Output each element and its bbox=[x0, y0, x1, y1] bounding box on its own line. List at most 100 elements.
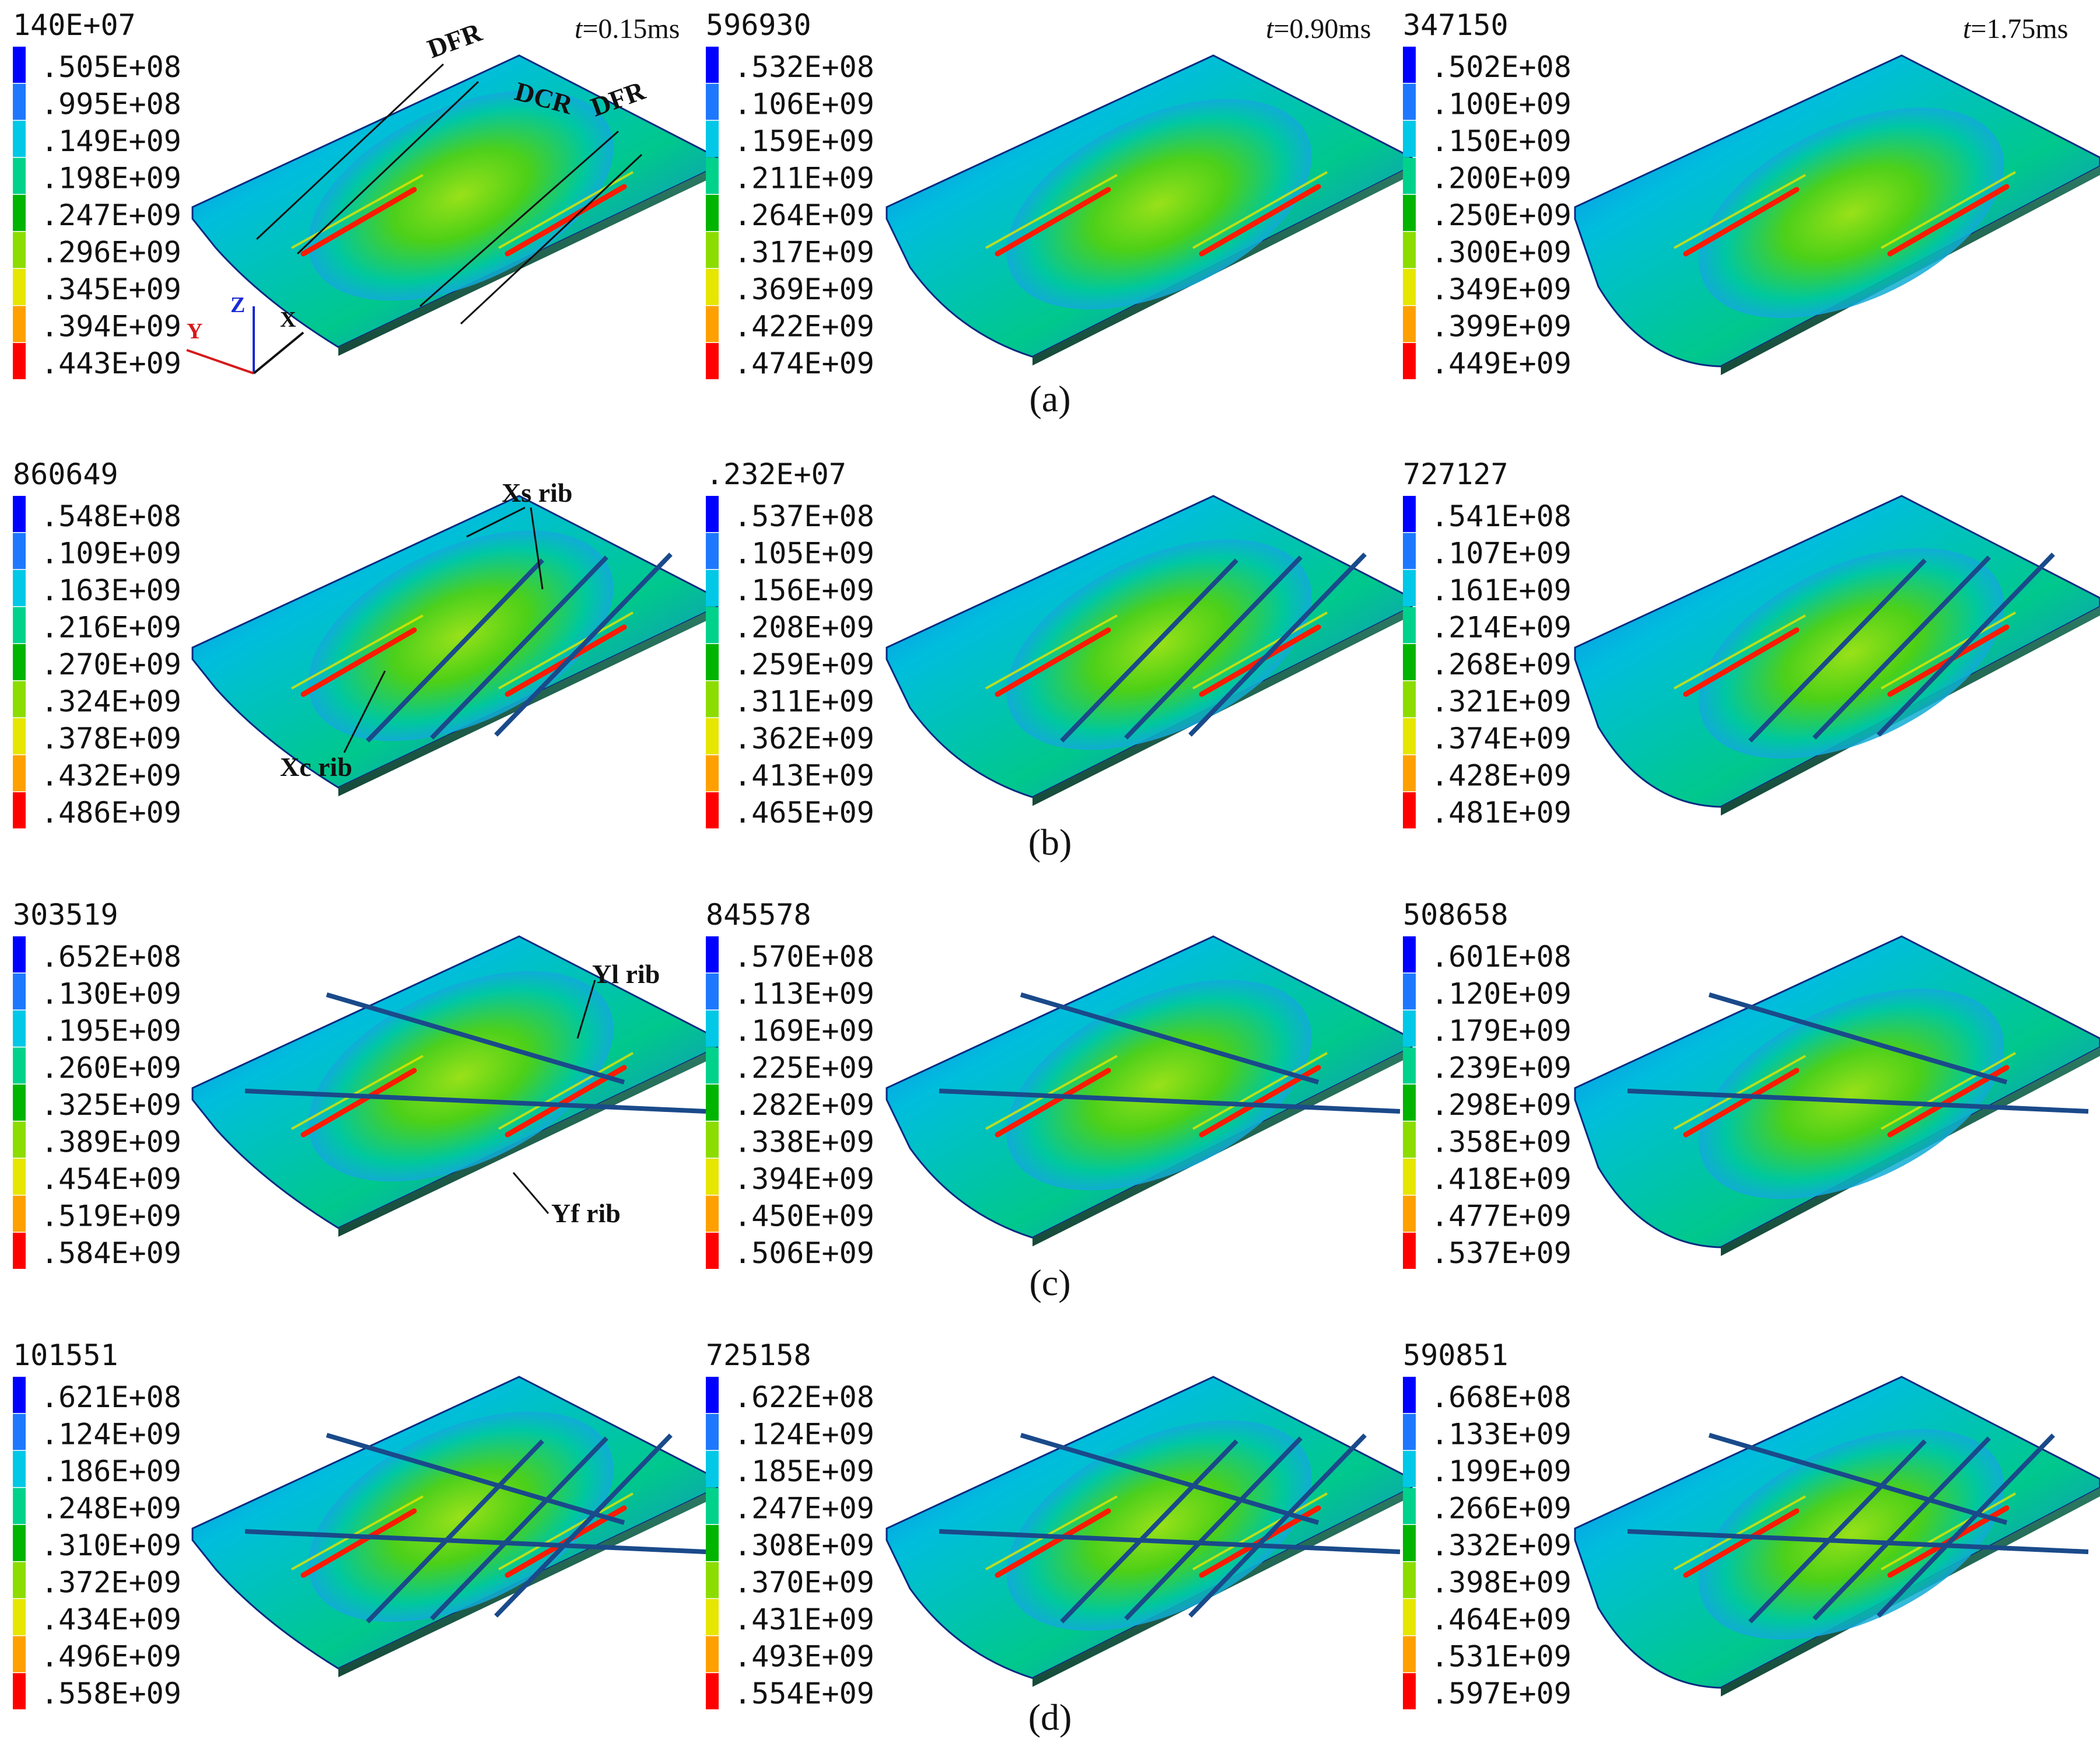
rib-x bbox=[1877, 1433, 2055, 1618]
legend-swatch bbox=[706, 1121, 719, 1158]
legend-value: .211E+09 bbox=[734, 162, 874, 195]
stress-band-halo bbox=[1881, 1052, 2016, 1130]
axis-y bbox=[186, 349, 254, 375]
legend-swatch bbox=[13, 1195, 26, 1232]
stress-region bbox=[308, 530, 614, 741]
legend-swatch bbox=[13, 1414, 26, 1450]
stress-band bbox=[1683, 1508, 1800, 1578]
fe-plate bbox=[886, 54, 1413, 366]
legend-swatch bbox=[13, 533, 26, 569]
legend-swatch bbox=[1403, 1636, 1416, 1673]
fe-plate bbox=[1574, 54, 2100, 375]
legend-value: .250E+09 bbox=[1431, 198, 1572, 232]
legend-value: .149E+09 bbox=[41, 124, 181, 158]
legend-value: .247E+09 bbox=[734, 1492, 874, 1526]
legend-value: .394E+09 bbox=[41, 310, 181, 344]
panel-1-3: 347150 .502E+08 .100E+09.150E+09 .200E+09.2… bbox=[1403, 8, 2100, 380]
fe-plate bbox=[1574, 495, 2100, 816]
leader-line bbox=[296, 81, 480, 255]
stress-band bbox=[300, 1068, 417, 1138]
legend-swatch bbox=[706, 607, 719, 643]
legend-value: .399E+09 bbox=[1431, 310, 1572, 344]
label-yl-rib: Yl rib bbox=[592, 959, 660, 989]
legend-value: .199E+09 bbox=[1431, 1454, 1572, 1488]
legend-swatch bbox=[1403, 47, 1416, 83]
stress-region bbox=[308, 971, 614, 1182]
legend-value: .431E+09 bbox=[734, 1603, 874, 1636]
legend-swatch bbox=[13, 232, 26, 268]
legend-value: .338E+09 bbox=[734, 1125, 874, 1159]
row-label: (c) bbox=[1029, 1262, 1070, 1303]
legend-value: .185E+09 bbox=[734, 1454, 874, 1488]
legend-value: .195E+09 bbox=[41, 1014, 181, 1048]
stress-band bbox=[995, 627, 1111, 697]
legend-swatch bbox=[1403, 1233, 1416, 1269]
legend-value: .413E+09 bbox=[734, 759, 874, 793]
legend-min-value: .232E+07 bbox=[706, 457, 846, 491]
legend-swatch bbox=[706, 195, 719, 231]
stress-band bbox=[505, 184, 627, 257]
stress-region bbox=[1699, 548, 2004, 759]
leader-line bbox=[530, 507, 544, 590]
panel-2-1: 860649 .548E+08 .109E+09.163E+09 .216E+09.2… bbox=[13, 457, 719, 830]
legend-value: .298E+09 bbox=[1431, 1088, 1572, 1122]
legend: 140E+07 .505E+08 .995E+08.149E+09 .198E+09.… bbox=[13, 8, 181, 380]
legend-swatch bbox=[13, 1233, 26, 1269]
legend: 860649 .548E+08 .109E+09.163E+09 .216E+09.2… bbox=[13, 457, 181, 830]
legend-swatch bbox=[706, 1673, 719, 1709]
legend-value: .597E+09 bbox=[1431, 1677, 1572, 1710]
legend-swatch bbox=[1403, 158, 1416, 194]
legend-value: .300E+09 bbox=[1431, 236, 1572, 270]
stress-region bbox=[1699, 988, 2004, 1199]
legend-value: .296E+09 bbox=[41, 236, 181, 270]
label-xc-rib: Xc rib bbox=[280, 752, 352, 782]
legend-swatch bbox=[13, 792, 26, 828]
time-symbol: t bbox=[1963, 13, 1972, 44]
legend-min-value: 590851 bbox=[1403, 1338, 1508, 1372]
legend-value: .156E+09 bbox=[734, 573, 874, 607]
legend-value: .282E+09 bbox=[734, 1088, 874, 1122]
legend-value: .216E+09 bbox=[41, 611, 181, 645]
rib-y bbox=[326, 992, 625, 1085]
rib-y bbox=[1708, 992, 2008, 1085]
legend-swatch bbox=[13, 570, 26, 606]
stress-band bbox=[1199, 184, 1321, 257]
stress-band-halo bbox=[985, 174, 1118, 249]
stress-band-halo bbox=[1674, 1055, 1806, 1130]
stress-band bbox=[995, 187, 1111, 257]
panel-1-1: 140E+07 .505E+08 .995E+08.149E+09 .198E+09.… bbox=[13, 8, 719, 380]
rib-x bbox=[430, 1436, 608, 1621]
stress-band-halo bbox=[1674, 174, 1806, 249]
axis-y-label: Y bbox=[187, 319, 202, 344]
legend-value: .537E+09 bbox=[1431, 1236, 1572, 1270]
axis-x bbox=[253, 331, 304, 375]
legend-value: .198E+09 bbox=[41, 162, 181, 195]
legend: 845578 .570E+08.113E+09.169E+09.225E+09.2… bbox=[706, 898, 874, 1270]
legend-swatch bbox=[13, 718, 26, 754]
legend-swatch bbox=[1403, 755, 1416, 792]
legend-value: .349E+09 bbox=[1431, 272, 1572, 306]
stress-band bbox=[300, 627, 417, 697]
legend-value: .324E+09 bbox=[41, 685, 181, 719]
stress-band bbox=[300, 187, 417, 257]
legend-value: .332E+09 bbox=[1431, 1528, 1572, 1562]
legend-min-value: 845578 bbox=[706, 898, 811, 932]
legend-swatch bbox=[706, 1636, 719, 1673]
legend-value: .464E+09 bbox=[1431, 1603, 1572, 1636]
legend-value: .454E+09 bbox=[41, 1162, 181, 1196]
axis-triad: Z Y X bbox=[186, 293, 304, 375]
stress-band-halo bbox=[985, 1495, 1118, 1570]
legend-swatch bbox=[706, 792, 719, 828]
panel-3-3: 508658 .601E+08.120E+09.179E+09.239E+09.2… bbox=[1403, 898, 2100, 1270]
stress-region bbox=[308, 1411, 614, 1622]
legend-value: .378E+09 bbox=[41, 722, 181, 755]
legend-swatch bbox=[706, 1159, 719, 1195]
legend-swatch bbox=[1403, 681, 1416, 718]
legend-swatch bbox=[706, 1195, 719, 1232]
legend-value: .621E+08 bbox=[41, 1380, 181, 1414]
legend-value: .519E+09 bbox=[41, 1199, 181, 1233]
time-value: =1.75ms bbox=[1971, 13, 2068, 44]
legend-value: .537E+08 bbox=[734, 499, 874, 533]
time-label: t=1.75ms bbox=[1963, 13, 2068, 44]
